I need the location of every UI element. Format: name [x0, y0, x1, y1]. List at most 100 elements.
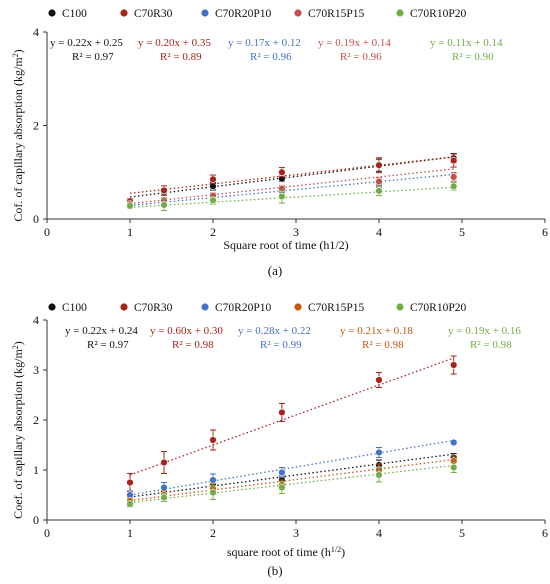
x-tick-label: 0 [44, 526, 50, 540]
legend-marker-C70R15P15 [294, 9, 302, 17]
data-point [209, 175, 217, 183]
x-tick-label: 5 [459, 225, 465, 239]
r-squared-C70R20P10: R² = 0.99 [260, 339, 302, 351]
series-C70R20P10 [126, 438, 458, 500]
equation-C100: y = 0.22x + 0.24 [65, 325, 138, 337]
x-axis-label: Square root of time (h1/2) [223, 238, 348, 252]
legend-label-C70R30: C70R30 [134, 8, 173, 20]
x-tick-label: 1 [127, 526, 133, 540]
trendline-C70R20P10 [129, 439, 454, 496]
y-axis-label: Cof. of capillary absorption (kg/m2) [11, 49, 26, 221]
legend-label-C70R20P10: C70R20P10 [215, 8, 271, 20]
x-tick-label: 0 [44, 225, 50, 239]
equation-C70R15P15: y = 0.19x + 0.14 [318, 37, 391, 49]
y-tick-label: 4 [33, 25, 39, 39]
data-point [160, 201, 168, 209]
data-point [375, 161, 383, 169]
x-tick-label: 1 [127, 225, 133, 239]
data-point [450, 182, 458, 190]
y-axis-label: Coef. of capillary absorption (kg/m2) [11, 341, 26, 519]
legend-marker-C70R10P20 [396, 9, 404, 17]
series-C70R30 [126, 355, 458, 492]
x-tick-label: 3 [293, 526, 299, 540]
legend-label-C70R20P10: C70R20P10 [215, 302, 271, 314]
series-C100 [126, 153, 458, 206]
data-point [278, 468, 286, 477]
equation-C70R30: y = 0.60x + 0.30 [150, 325, 223, 337]
x-tick-label: 3 [293, 225, 299, 239]
equation-C100: y = 0.22x + 0.25 [50, 37, 123, 49]
y-tick-label: 3 [33, 363, 39, 377]
data-point [126, 500, 134, 508]
r-squared-C70R15P15: R² = 0.98 [362, 339, 404, 351]
legend-marker-C70R20P10 [201, 9, 209, 17]
data-point [450, 438, 458, 447]
series-C70R15P15 [126, 168, 458, 208]
x-axis-label: square root of time (h1/2) [227, 545, 345, 560]
r-squared-C100: R² = 0.97 [87, 339, 129, 351]
legend-marker-C70R20P10 [201, 303, 209, 311]
equation-C70R10P20: y = 0.11x + 0.14 [430, 37, 503, 49]
legend-label-C70R15P15: C70R15P15 [308, 302, 364, 314]
trendline-C100 [129, 453, 454, 498]
series-C100 [126, 453, 458, 502]
equation-C70R15P15: y = 0.21x + 0.18 [340, 325, 413, 337]
x-tick-label: 4 [376, 225, 382, 239]
data-point [278, 408, 286, 417]
y-tick-label: 4 [33, 313, 39, 327]
data-point [160, 458, 168, 467]
legend-label-C70R30: C70R30 [134, 302, 173, 314]
data-point [160, 186, 168, 195]
series-C70R15P15 [126, 455, 458, 505]
x-tick-label: 6 [542, 526, 548, 540]
equation-C70R20P10: y = 0.28x + 0.22 [238, 325, 311, 337]
data-point [209, 488, 217, 497]
data-point [375, 448, 383, 457]
series-C70R30 [126, 153, 458, 205]
data-point [278, 483, 286, 492]
legend-label-C100: C100 [62, 302, 87, 314]
data-point [126, 478, 134, 487]
legend-marker-C70R10P20 [396, 303, 404, 311]
data-point [450, 156, 458, 165]
y-tick-label: 2 [33, 413, 39, 427]
x-tick-label: 6 [542, 225, 548, 239]
legend-label-C70R10P20: C70R10P20 [410, 302, 466, 314]
legend-label-C100: C100 [62, 8, 87, 20]
data-point [450, 361, 458, 369]
chart-panel-b: 0 1 2 3 4 5 6 0 1 2 3 4 square root of time (h1/2) Co… [11, 302, 549, 578]
legend-label-C70R10P20: C70R10P20 [410, 8, 466, 20]
data-point [450, 463, 458, 472]
equation-C70R30: y = 0.20x + 0.35 [138, 37, 211, 49]
r-squared-C70R15P15: R² = 0.96 [340, 51, 382, 63]
data-point [375, 376, 383, 384]
data-point [160, 483, 168, 492]
legend-marker-C100 [48, 9, 56, 17]
trendline-C70R10P20 [129, 464, 454, 504]
data-point [375, 471, 383, 479]
trendline-C70R15P15 [129, 168, 454, 205]
r-squared-C70R30: R² = 0.89 [160, 51, 202, 63]
r-squared-C70R20P10: R² = 0.96 [250, 51, 292, 63]
trendline-C70R10P20 [129, 186, 454, 208]
panel-label: (a) [268, 263, 282, 278]
y-tick-label: 0 [33, 513, 39, 527]
x-tick-label: 2 [210, 526, 216, 540]
x-tick-label: 4 [376, 526, 382, 540]
trendline-C70R30 [129, 357, 454, 476]
series-C70R20P10 [126, 172, 458, 209]
series-C70R10P20 [126, 182, 458, 212]
data-point [278, 168, 286, 176]
r-squared-C70R30: R² = 0.98 [172, 339, 214, 351]
data-point [209, 476, 217, 484]
equation-C70R10P20: y = 0.19x + 0.16 [448, 325, 521, 337]
legend-marker-C100 [48, 303, 56, 311]
data-point [209, 196, 217, 205]
r-squared-C70R10P20: R² = 0.90 [452, 51, 494, 63]
data-point [160, 493, 168, 502]
equation-C70R20P10: y = 0.17x + 0.12 [228, 37, 301, 49]
data-point [209, 436, 217, 444]
data-point [126, 202, 134, 210]
legend-marker-C70R30 [120, 303, 128, 311]
